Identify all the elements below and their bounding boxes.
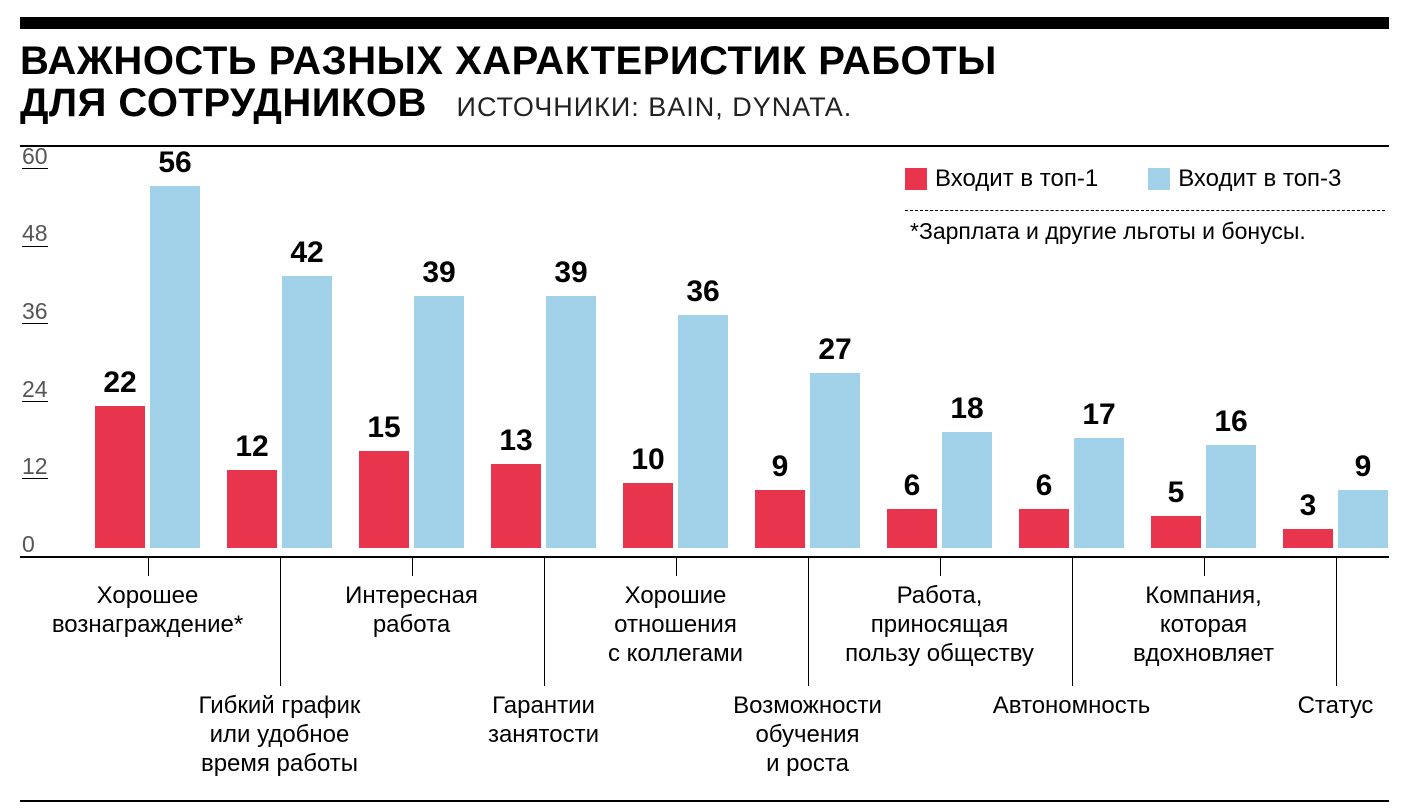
bar-top1	[1151, 516, 1201, 548]
bar-top3	[810, 373, 860, 548]
bar-label: 56	[158, 146, 191, 180]
bar-top1	[227, 470, 277, 548]
y-tick-label: 48	[22, 220, 48, 247]
bar-top3	[282, 276, 332, 548]
bar-top3	[546, 296, 596, 548]
bar-label: 18	[950, 392, 983, 426]
bar-label: 5	[1168, 476, 1185, 510]
bar-top1	[359, 451, 409, 548]
bar-label: 22	[103, 366, 136, 400]
bar-label: 9	[772, 450, 789, 484]
x-tick-mark	[280, 556, 281, 686]
bar-group: 6 18	[887, 160, 992, 548]
bar-label: 39	[422, 256, 455, 290]
bar-label: 36	[686, 275, 719, 309]
chart-canvas: ВАЖНОСТЬ РАЗНЫХ ХАРАКТЕРИСТИК РАБОТЫ ДЛЯ…	[0, 0, 1409, 812]
bar-label: 27	[818, 333, 851, 367]
x-category-label: Хорошеевознаграждение*	[38, 582, 258, 640]
x-category-label: Гибкий графикили удобноевремя работы	[170, 692, 390, 778]
bar-top1	[755, 490, 805, 548]
y-tick-mark	[22, 556, 48, 557]
bar-group: 5 16	[1151, 160, 1256, 548]
x-tick-mark	[412, 556, 413, 576]
bar-label: 15	[367, 411, 400, 445]
title-line-2-text: ДЛЯ СОТРУДНИКОВ	[20, 81, 427, 125]
bar-label: 6	[904, 469, 921, 503]
bar-top1	[887, 509, 937, 548]
bar-top3	[678, 315, 728, 548]
x-tick-mark	[148, 556, 149, 576]
bar-label: 3	[1300, 489, 1317, 523]
bar-top1	[491, 464, 541, 548]
x-category-label: Статус	[1226, 692, 1409, 721]
x-category-label: Гарантиизанятости	[434, 692, 654, 750]
bar-group: 9 27	[755, 160, 860, 548]
x-tick-mark	[1204, 556, 1205, 576]
bar-top3	[150, 186, 200, 548]
bar-top3	[1074, 438, 1124, 548]
bar-label: 42	[290, 236, 323, 270]
source-text: ИСТОЧНИКИ: BAIN, DYNATA.	[457, 92, 853, 122]
x-category-label: Работа,приносящаяпользу обществу	[830, 582, 1050, 668]
title-block: ВАЖНОСТЬ РАЗНЫХ ХАРАКТЕРИСТИК РАБОТЫ ДЛЯ…	[20, 40, 1389, 124]
rule-under-title	[20, 145, 1389, 147]
x-tick-mark	[808, 556, 809, 686]
x-category-label: Возможностиобученияи роста	[698, 692, 918, 778]
bar-label: 17	[1082, 398, 1115, 432]
x-tick-mark	[1072, 556, 1073, 686]
y-tick-label: 60	[22, 143, 48, 170]
bar-label: 12	[235, 430, 268, 464]
bar-group: 13 39	[491, 160, 596, 548]
y-tick-mark	[22, 323, 48, 324]
y-tick-mark	[22, 168, 48, 169]
y-tick-label: 24	[22, 376, 48, 403]
bar-label: 9	[1355, 450, 1372, 484]
x-tick-mark	[544, 556, 545, 686]
x-axis-line	[20, 556, 1389, 558]
bar-top3	[1338, 490, 1388, 548]
bar-top1	[1283, 529, 1333, 548]
bar-top3	[1206, 445, 1256, 548]
bar-group: 10 36	[623, 160, 728, 548]
x-category-label: Компания,котораявдохновляет	[1094, 582, 1314, 668]
x-tick-mark	[676, 556, 677, 576]
plot-area: 2256124215391339103692761861751639	[65, 160, 1389, 548]
x-tick-mark	[1336, 556, 1337, 686]
bar-top1	[95, 406, 145, 548]
y-tick-label: 36	[22, 298, 48, 325]
chart-title: ВАЖНОСТЬ РАЗНЫХ ХАРАКТЕРИСТИК РАБОТЫ ДЛЯ…	[20, 40, 1389, 124]
bar-group: 2256	[95, 160, 200, 548]
bar-group: 12 42	[227, 160, 332, 548]
x-category-label: Интереснаяработа	[302, 582, 522, 640]
y-tick-mark	[22, 246, 48, 247]
bar-top3	[414, 296, 464, 548]
bar-top1	[623, 483, 673, 548]
bar-label: 13	[499, 424, 532, 458]
x-category-label: Хорошиеотношенияс коллегами	[566, 582, 786, 668]
bar-group: 39	[1283, 160, 1388, 548]
title-line-1: ВАЖНОСТЬ РАЗНЫХ ХАРАКТЕРИСТИК РАБОТЫ	[20, 40, 1389, 82]
bar-label: 39	[554, 256, 587, 290]
y-tick-mark	[22, 401, 48, 402]
bar-label: 16	[1214, 405, 1247, 439]
x-category-label: Автономность	[962, 692, 1182, 721]
y-tick-label: 0	[22, 531, 35, 558]
bottom-rule	[20, 800, 1389, 802]
y-tick-mark	[22, 478, 48, 479]
bar-label: 10	[631, 443, 664, 477]
title-line-2: ДЛЯ СОТРУДНИКОВ ИСТОЧНИКИ: BAIN, DYNATA.	[20, 82, 1389, 124]
bar-group: 6 17	[1019, 160, 1124, 548]
bar-group: 1539	[359, 160, 464, 548]
x-tick-mark	[940, 556, 941, 576]
bar-label: 6	[1036, 469, 1053, 503]
y-tick-label: 12	[22, 453, 48, 480]
bar-top3	[942, 432, 992, 548]
top-bar	[20, 17, 1389, 29]
bar-top1	[1019, 509, 1069, 548]
